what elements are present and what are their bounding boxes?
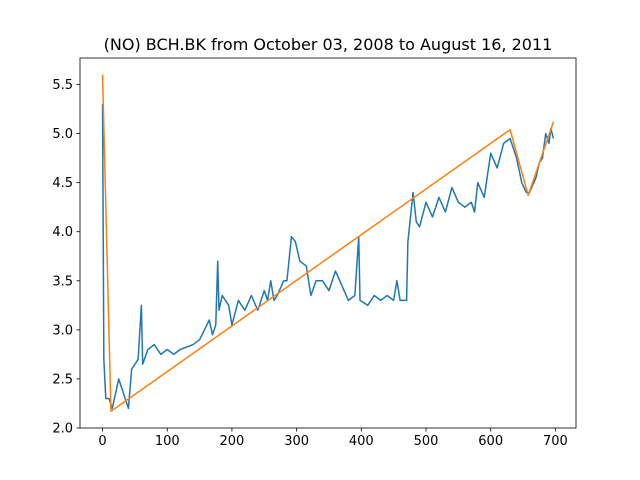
y-tick-label: 5.5 (52, 78, 73, 93)
x-tick-label: 0 (98, 434, 106, 449)
x-tick-label: 200 (220, 434, 245, 449)
y-tick-label: 3.0 (52, 323, 73, 338)
x-tick-label: 100 (155, 434, 180, 449)
x-tick-label: 500 (414, 434, 439, 449)
y-tick-label: 4.5 (52, 176, 73, 191)
plot-frame (79, 57, 577, 429)
x-tick-label: 600 (478, 434, 503, 449)
chart-title: (NO) BCH.BK from October 03, 2008 to Aug… (104, 35, 553, 54)
y-tick-label: 5.0 (52, 127, 73, 142)
y-tick-label: 3.5 (52, 274, 73, 289)
data-line (101, 104, 555, 410)
y-tick-label: 2.5 (52, 372, 73, 387)
y-tick-label: 4.0 (52, 225, 73, 240)
data-line (101, 74, 555, 413)
x-tick-label: 700 (543, 434, 568, 449)
x-tick-label: 400 (349, 434, 374, 449)
y-tick-label: 2.0 (52, 422, 73, 437)
x-tick-label: 300 (284, 434, 309, 449)
